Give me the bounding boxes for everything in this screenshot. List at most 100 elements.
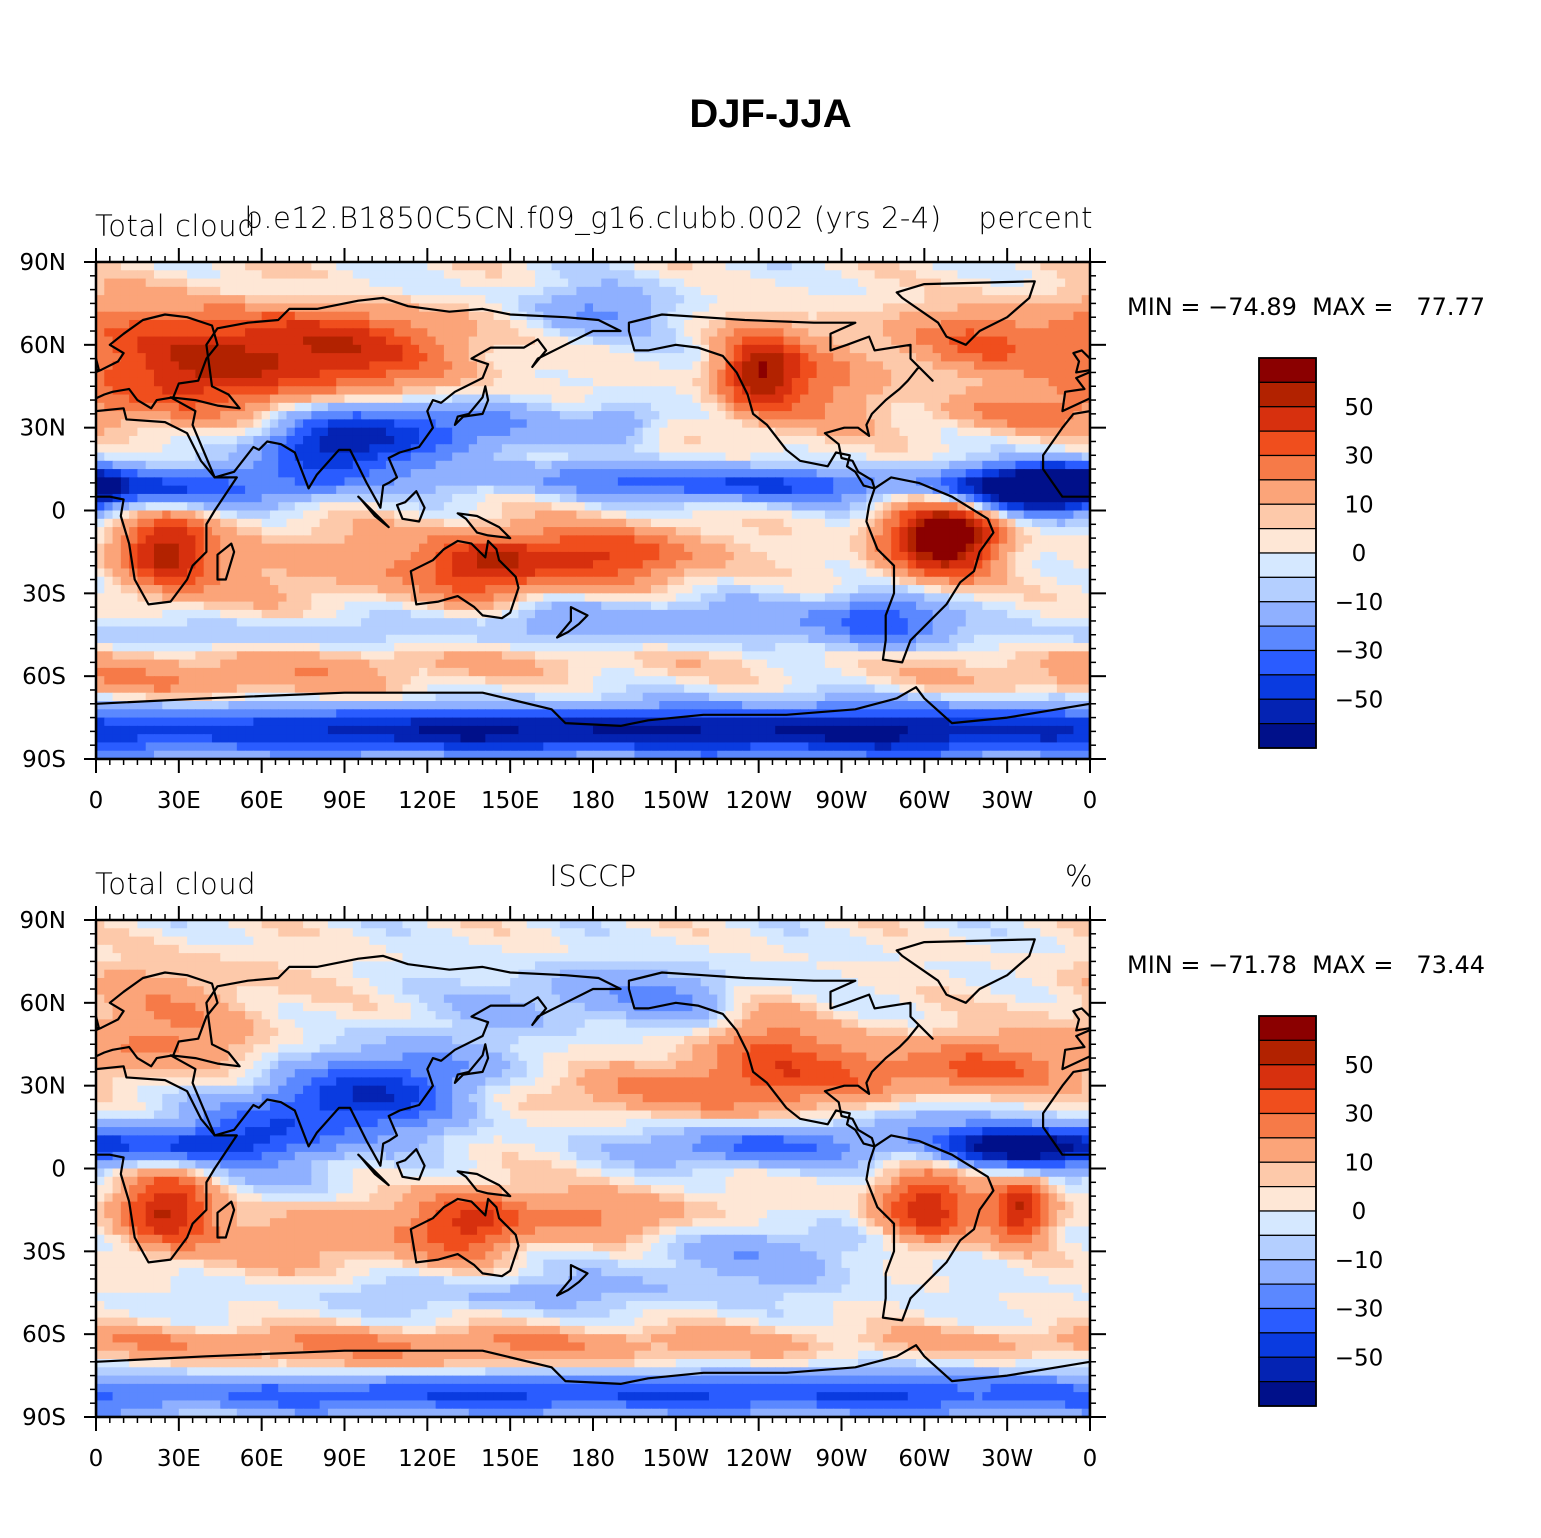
field-cell (493, 568, 503, 578)
field-cell (584, 543, 594, 553)
field-cell (1007, 502, 1017, 512)
field-cell (700, 361, 710, 371)
field-cell (932, 435, 942, 445)
field-cell (609, 377, 619, 387)
field-cell (352, 286, 362, 296)
field-cell (261, 568, 271, 578)
field-cell (601, 270, 611, 280)
field-cell (535, 411, 544, 420)
field-cell (841, 361, 851, 371)
field-cell (394, 303, 404, 313)
field-cell (750, 452, 760, 462)
field-cell (452, 427, 462, 437)
field-cell (153, 535, 163, 545)
field-cell (327, 493, 337, 503)
field-cell (766, 361, 776, 371)
field-cell (501, 402, 511, 412)
field-cell (385, 262, 395, 271)
field-cell (253, 585, 263, 594)
field-cell (725, 386, 735, 396)
field-cell (510, 419, 520, 429)
field-cell (385, 361, 395, 371)
field-cell (708, 551, 718, 561)
field-cell (261, 469, 271, 478)
field-cell (427, 551, 437, 561)
field-cell (932, 328, 942, 338)
field-cell (137, 419, 147, 429)
field-cell (145, 560, 155, 570)
field-cell (344, 510, 354, 520)
field-cell (1007, 319, 1017, 329)
field-cell (932, 386, 942, 396)
field-cell (650, 427, 660, 437)
field-cell (294, 518, 304, 528)
field-cell (203, 535, 213, 545)
field-cell (708, 568, 718, 578)
field-cell (858, 576, 867, 586)
field-cell (1048, 527, 1058, 536)
field-cell (253, 394, 263, 404)
field-cell (1007, 493, 1017, 503)
field-cell (940, 535, 950, 545)
field-cell (419, 585, 428, 594)
field-cell (766, 336, 776, 346)
field-cell (692, 510, 702, 520)
min-max-readout: MIN = −74.89 MAX = 77.77 (1127, 293, 1486, 321)
field-cell (543, 328, 553, 338)
field-cell (170, 527, 180, 536)
field-cell (584, 518, 594, 528)
field-cell (311, 369, 321, 379)
field-cell (626, 419, 636, 429)
field-cell (253, 270, 263, 280)
field-cell (236, 344, 246, 354)
field-cell (626, 535, 636, 545)
field-cell (717, 576, 727, 586)
field-cell (626, 444, 636, 454)
field-cell (916, 344, 925, 354)
field-cell (485, 411, 495, 420)
field-cell (866, 402, 876, 412)
field-cell (137, 576, 147, 586)
field-cell (501, 593, 511, 603)
field-cell (940, 527, 950, 536)
field-cell (634, 551, 644, 561)
field-cell (593, 377, 602, 387)
field-cell (211, 477, 221, 487)
field-cell (477, 518, 486, 528)
field-cell (642, 485, 652, 495)
field-cell (874, 593, 884, 603)
field-cell (949, 377, 959, 387)
field-cell (717, 444, 727, 454)
field-cell (858, 386, 867, 396)
field-cell (858, 518, 867, 528)
field-cell (344, 336, 354, 346)
field-cell (369, 270, 379, 280)
field-cell (916, 361, 925, 371)
field-cell (1040, 402, 1050, 412)
field-cell (593, 460, 602, 470)
field-cell (501, 543, 511, 553)
field-cell (435, 601, 445, 611)
field-cell (708, 543, 718, 553)
field-cell (269, 394, 279, 404)
field-cell (874, 510, 884, 520)
field-cell (808, 585, 818, 594)
field-cell (319, 543, 329, 553)
field-cell (833, 386, 843, 396)
field-cell (833, 469, 843, 478)
field-cell (1056, 286, 1066, 296)
field-cell (1015, 386, 1025, 396)
field-cell (642, 386, 652, 396)
field-cell (129, 435, 139, 445)
field-cell (236, 485, 246, 495)
field-cell (766, 585, 776, 594)
field-cell (1015, 493, 1025, 503)
field-cell (220, 576, 230, 586)
field-cell (327, 262, 337, 271)
field-cell (750, 427, 760, 437)
field-cell (642, 303, 652, 313)
field-cell (568, 444, 578, 454)
field-cell (245, 319, 254, 329)
field-cell (162, 295, 172, 305)
field-cell (708, 286, 718, 296)
